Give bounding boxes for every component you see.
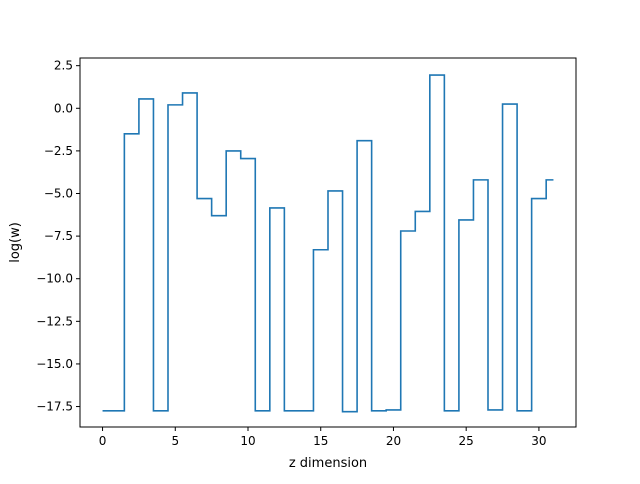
x-tick-label: 25	[459, 434, 474, 448]
x-axis-label: z dimension	[289, 456, 367, 471]
plot-area	[79, 57, 577, 428]
series-line-0	[102, 74, 554, 413]
x-tick-label: 15	[313, 434, 328, 448]
y-tick-label: −10.0	[36, 272, 73, 286]
y-tick-label: −7.5	[44, 229, 73, 243]
x-tick-label: 30	[531, 434, 546, 448]
y-tick-label: 0.0	[54, 101, 73, 115]
x-tick-label: 20	[386, 434, 401, 448]
y-tick-label: 2.5	[54, 59, 73, 73]
y-axis-label: log(w)	[8, 222, 23, 263]
x-axis: 0 5 10 15 20 25 30	[99, 427, 547, 448]
y-tick-label: −12.5	[36, 314, 73, 328]
y-axis: 2.5 0.0 −2.5 −5.0 −7.5 −10.0 −12.5 −15.0 −17.5	[36, 59, 80, 414]
y-tick-label: −15.0	[36, 357, 73, 371]
x-tick-label: 10	[240, 434, 255, 448]
x-tick-label: 0	[99, 434, 107, 448]
x-tick-label: 5	[171, 434, 179, 448]
y-tick-label: −17.5	[36, 400, 73, 414]
y-tick-label: −2.5	[44, 144, 73, 158]
y-tick-label: −5.0	[44, 186, 73, 200]
series-layer	[102, 74, 554, 413]
